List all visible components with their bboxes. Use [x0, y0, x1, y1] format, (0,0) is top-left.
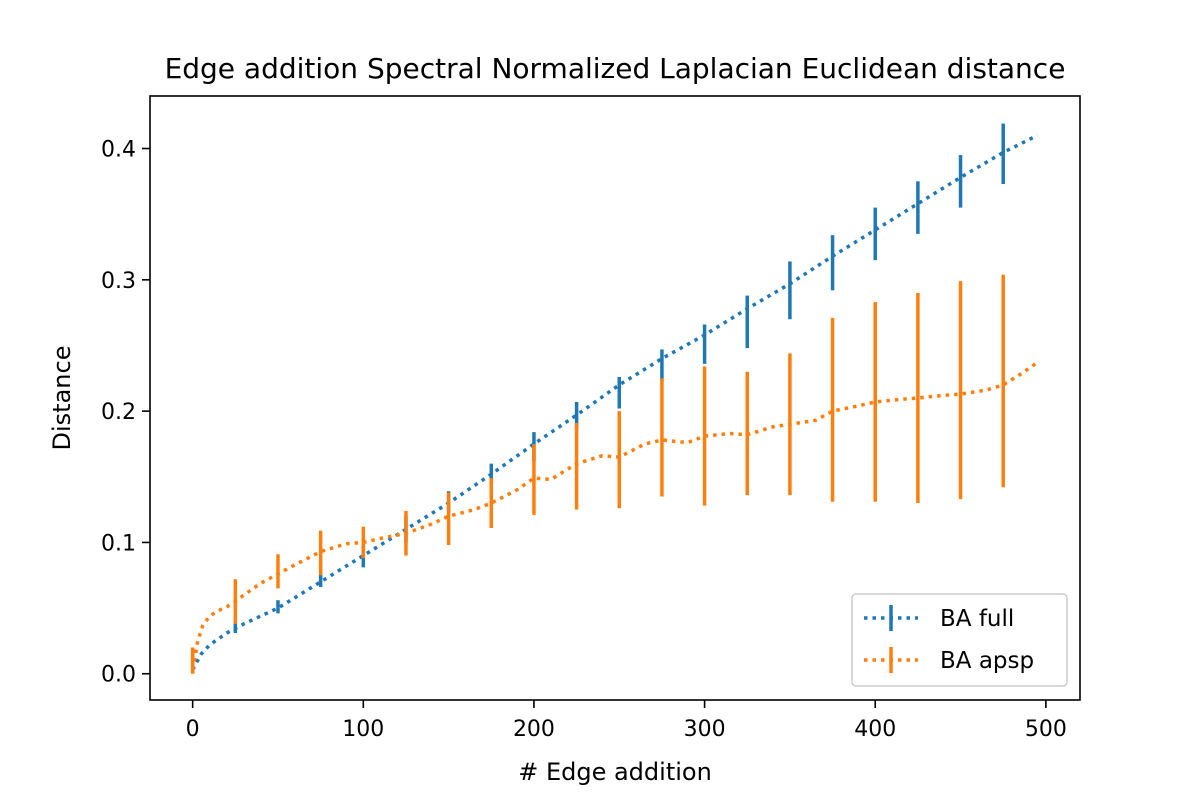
x-axis-label: # Edge addition — [518, 758, 712, 786]
ticks-layer: 0 100 200 300 400 500 0.0 0.1 0.2 0.3 0.4 — [101, 138, 1067, 742]
series-ba-apsp — [190, 274, 1039, 674]
x-tick-label: 100 — [342, 717, 384, 742]
legend-label: BA full — [940, 606, 1014, 632]
series-line — [191, 133, 1039, 671]
series-layer — [190, 123, 1039, 674]
legend-item: BA full — [864, 605, 1014, 632]
y-tick-label: 0.0 — [101, 663, 136, 688]
y-tick-label: 0.2 — [101, 400, 136, 425]
x-tick-label: 0 — [186, 717, 200, 742]
y-axis-label: Distance — [48, 346, 76, 451]
legend-label: BA apsp — [940, 648, 1034, 674]
x-tick-label: 200 — [513, 717, 555, 742]
y-tick-label: 0.1 — [101, 531, 136, 556]
y-tick-label: 0.3 — [101, 269, 136, 294]
x-tick-label: 300 — [684, 717, 726, 742]
series-ba-full — [190, 123, 1039, 673]
legend-item: BA apsp — [864, 647, 1034, 674]
x-tick-label: 500 — [1025, 717, 1067, 742]
x-tick-label: 400 — [854, 717, 896, 742]
chart-title: Edge addition Spectral Normalized Laplac… — [165, 52, 1066, 85]
plot-area: 0 100 200 300 400 500 0.0 0.1 0.2 0.3 0.4 — [101, 95, 1081, 742]
axes-frame — [149, 95, 1081, 701]
legend-box — [851, 593, 1068, 687]
legend: BA full BA apsp — [851, 593, 1068, 687]
series-line — [190, 361, 1039, 671]
y-tick-label: 0.4 — [101, 138, 136, 163]
